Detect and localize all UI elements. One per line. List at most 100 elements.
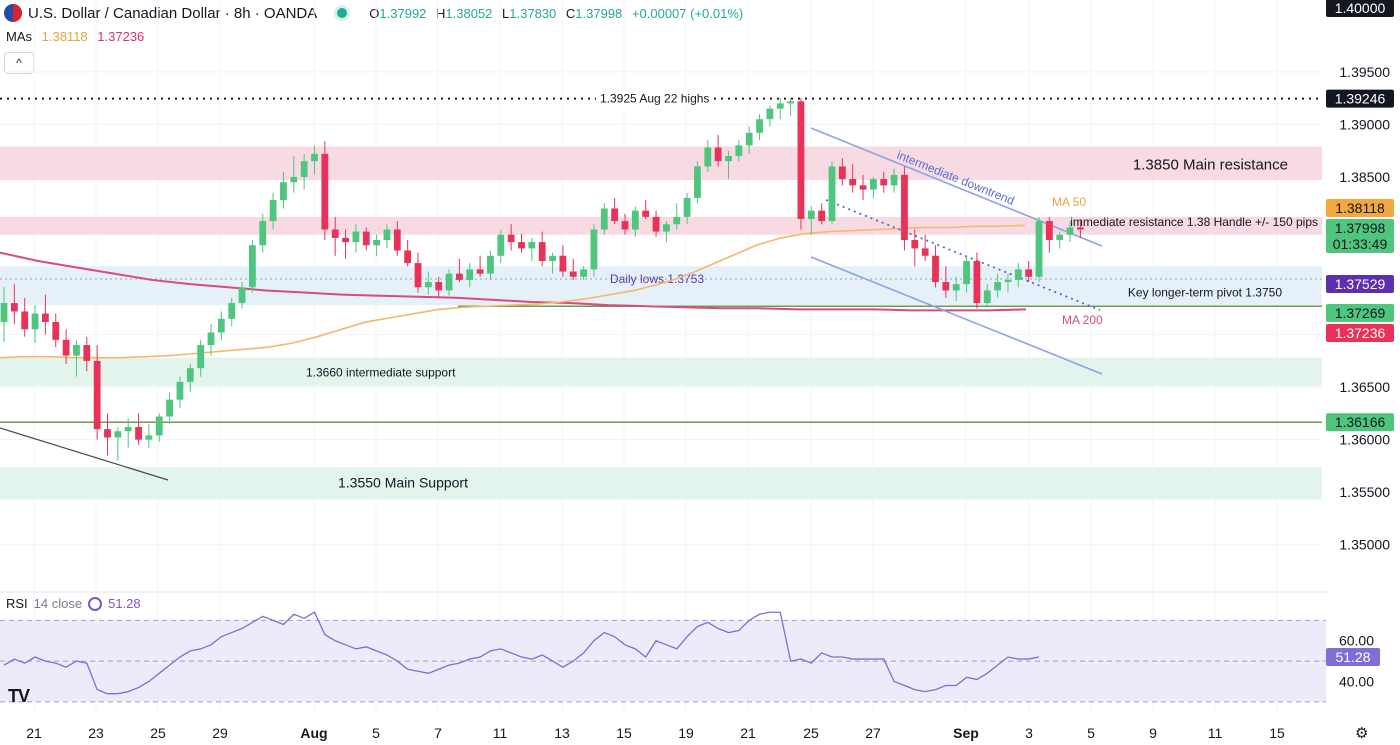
rsi-legend[interactable]: RSI 14 close 51.28 [6, 596, 141, 611]
y-tick-label: 1.35500 [1339, 484, 1390, 500]
zone-label-main-resistance: 1.3850 Main resistance [1133, 156, 1288, 173]
candle-body [694, 166, 701, 198]
close-value: 1.37998 [575, 5, 623, 21]
candle-body [756, 119, 763, 133]
price-label-bg [1326, 324, 1394, 342]
y-tick-label: 1.36000 [1339, 432, 1390, 448]
candle-body [300, 161, 308, 177]
candle-body [952, 284, 960, 291]
x-tick-label: 21 [740, 725, 756, 741]
candle-body [414, 263, 422, 288]
candle-body [487, 255, 494, 274]
level-label: Daily lows 1.3753 [610, 272, 704, 286]
candle-body [787, 101, 794, 104]
open-label: O [369, 5, 380, 21]
candle-body [238, 287, 246, 304]
rsi-tick-label: 40.00 [1339, 673, 1374, 689]
symbol-title[interactable]: U.S. Dollar / Canadian Dollar · 8h · OAN… [28, 4, 318, 22]
candle-body [290, 176, 298, 183]
candle-body [52, 321, 60, 340]
candle-body [373, 240, 380, 246]
high-label: H [436, 5, 446, 21]
candle-body [73, 345, 80, 356]
rsi-value-label: 51.28 [1335, 649, 1370, 665]
level-label-bg [596, 90, 714, 107]
price-label: 01:33:49 [1333, 236, 1388, 252]
candle-body [10, 303, 18, 312]
tradingview-logo[interactable]: TV [8, 686, 30, 706]
candle-body [311, 153, 318, 162]
price-label-bg [1326, 89, 1394, 108]
candle-body [228, 303, 236, 319]
candle-body [518, 242, 525, 249]
candle-body [714, 147, 722, 162]
candle-body [166, 399, 173, 417]
zone-label-main-support: 1.3550 Main Support [338, 475, 468, 491]
rsi-value-label-bg [1326, 648, 1380, 667]
candle-body [352, 231, 360, 243]
candle-body [197, 345, 205, 369]
y-tick-label: 1.36500 [1339, 379, 1390, 395]
rsi-label: RSI [6, 596, 28, 611]
candle-body [124, 427, 132, 432]
y-tick-label: 1.38500 [1339, 169, 1390, 185]
price-label: 1.38118 [1335, 200, 1385, 216]
x-tick-label: 15 [1269, 725, 1285, 741]
price-label-bg [1326, 413, 1394, 432]
ma50-annotation: MA 50 [1052, 195, 1086, 209]
candle-body [104, 429, 111, 438]
candle-body [735, 145, 743, 156]
price-label: 1.36166 [1335, 414, 1386, 430]
candle-body [362, 231, 370, 246]
candle-body [114, 431, 122, 438]
downtrend-mid-line [825, 199, 1101, 311]
candle-body [683, 197, 691, 217]
price-label: 1.37269 [1335, 305, 1386, 321]
y-tick-label: 1.39500 [1339, 64, 1390, 80]
zone-label-immediate-resistance: immediate resistance 1.38 Handle +/- 150… [1070, 215, 1318, 229]
price-label-bg [1326, 219, 1394, 237]
x-tick-label: 5 [372, 725, 380, 741]
candle-body [963, 261, 970, 285]
candle-body [580, 269, 587, 277]
candle-body [435, 282, 443, 291]
level-label: 1.3925 Aug 22 highs [600, 92, 709, 106]
x-tick-label: 27 [865, 725, 881, 741]
candle-body [611, 208, 619, 222]
candle-body [186, 368, 194, 382]
market-status-icon [337, 8, 348, 18]
candle-body [342, 237, 349, 243]
candle-body [725, 155, 732, 162]
candle-body [1025, 269, 1033, 277]
trend-line-old [0, 427, 169, 481]
x-tick-label: 19 [678, 725, 694, 741]
price-label-bg [1326, 275, 1394, 293]
candle-body [559, 255, 567, 272]
candle-body [663, 224, 670, 232]
low-label: L [502, 5, 510, 21]
y-tick-label: 1.39000 [1339, 116, 1390, 132]
candle-body [911, 240, 919, 249]
candle-body [62, 339, 70, 356]
candle-body [818, 210, 826, 222]
candle-body [745, 132, 753, 146]
candle-body [538, 242, 546, 262]
collapse-legend-button[interactable]: ^ [4, 52, 34, 74]
candle-body [776, 103, 784, 109]
candle-body [528, 242, 536, 249]
gear-icon[interactable]: ⚙ [1355, 725, 1369, 742]
ma-legend[interactable]: MAs 1.38118 1.37236 [6, 29, 144, 44]
candle-body [859, 185, 867, 190]
ma-legend-label: MAs [6, 29, 32, 44]
candle-body [383, 229, 391, 241]
x-tick-label: Sep [953, 725, 979, 741]
flag-icon [4, 4, 22, 22]
candle-body [176, 381, 184, 400]
candle-body [476, 269, 484, 274]
candle-body [217, 318, 225, 333]
x-tick-label: 15 [616, 725, 632, 741]
candle-body [135, 427, 142, 440]
candle-body [497, 234, 505, 256]
price-label: 1.40000 [1335, 0, 1386, 16]
